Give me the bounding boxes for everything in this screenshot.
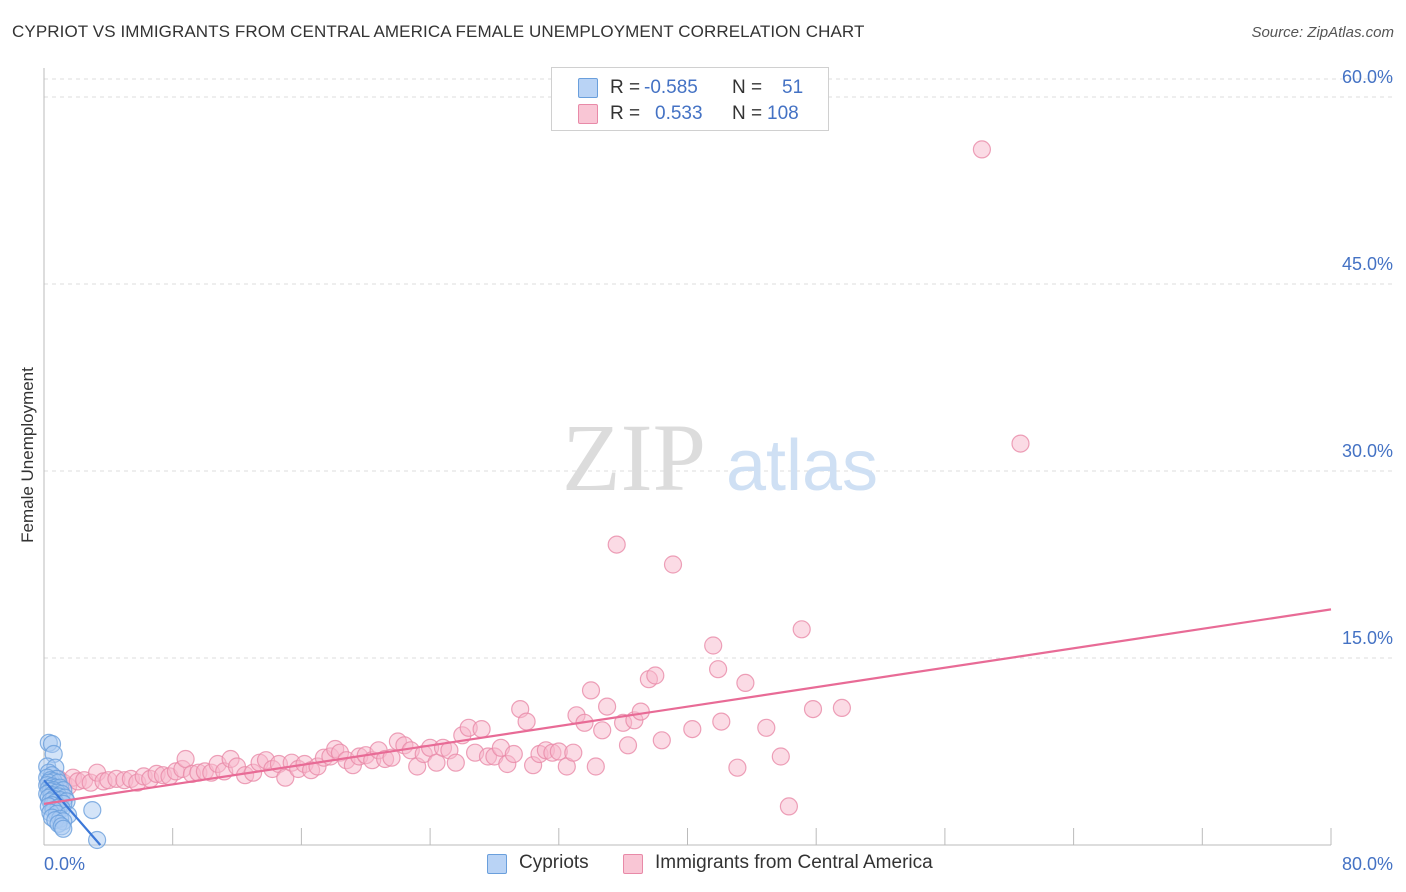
cypriots-swatch — [578, 78, 598, 98]
immigrants-point — [792, 620, 811, 639]
legend-r-label: R = — [610, 103, 641, 124]
legend-row-immigrants: R = 0.533 N = 108 — [552, 101, 828, 127]
legend-row-cypriots: R = -0.585 N = 51 — [552, 75, 828, 101]
watermark-atlas: atlas — [726, 426, 878, 506]
x-tick-label: 0.0% — [44, 854, 85, 874]
y-tick-label: 30.0% — [1342, 441, 1393, 461]
x-tick-label: 80.0% — [1342, 854, 1393, 874]
immigrants-point — [517, 712, 536, 731]
immigrants-point — [618, 736, 638, 755]
cypriots-legend-swatch — [487, 854, 507, 874]
immigrants-point — [736, 673, 755, 693]
immigrants-point — [683, 719, 702, 739]
immigrants-point — [276, 768, 295, 787]
immigrants-point — [652, 731, 671, 750]
cypriots-trend-line — [43, 779, 102, 846]
legend-r-value: 0.533 — [655, 103, 703, 124]
immigrants-point — [597, 697, 617, 716]
legend-n-value: 51 — [782, 77, 804, 98]
immigrants-legend-label: Immigrants from Central America — [655, 852, 933, 873]
immigrants-point — [593, 721, 612, 740]
immigrants-point — [504, 744, 523, 764]
legend-n-label: N = — [732, 77, 763, 98]
immigrants-trend-line — [43, 608, 1332, 805]
axes — [43, 68, 1332, 846]
immigrants-point — [1011, 434, 1030, 453]
y-tick-label: 60.0% — [1342, 67, 1393, 87]
immigrants-point — [832, 698, 852, 718]
data-points — [38, 140, 1030, 850]
gridlines — [44, 78, 1393, 659]
immigrants-point — [631, 702, 650, 721]
watermark: ZIP atlas — [562, 404, 878, 511]
immigrants-point — [712, 712, 731, 731]
immigrants-point — [382, 748, 401, 767]
chart-title: CYPRIOT VS IMMIGRANTS FROM CENTRAL AMERI… — [12, 22, 865, 41]
source-credit: Source: ZipAtlas.com — [1251, 24, 1394, 41]
cypriots-point — [54, 819, 73, 838]
immigrants-point — [646, 666, 665, 685]
legend-r-value: -0.585 — [644, 77, 698, 98]
legend-n-value: 108 — [767, 103, 799, 124]
immigrants-point — [708, 660, 728, 679]
immigrants-point — [757, 718, 776, 737]
immigrants-point — [803, 699, 823, 719]
immigrants-point — [607, 535, 626, 554]
immigrants-point — [564, 743, 583, 762]
immigrants-point — [728, 758, 747, 777]
immigrants-point — [472, 719, 491, 739]
y-tick-label: 15.0% — [1342, 628, 1393, 648]
correlation-legend: R = -0.585 N = 51 R = 0.533 N = 108 — [551, 67, 829, 131]
immigrants-point — [663, 555, 683, 574]
immigrants-legend-swatch — [623, 854, 643, 874]
immigrants-swatch — [578, 104, 598, 124]
cypriots-point — [83, 800, 102, 820]
immigrants-point — [704, 636, 723, 655]
cypriots-legend-label: Cypriots — [519, 852, 589, 873]
immigrants-point — [427, 753, 446, 772]
immigrants-point — [972, 140, 992, 159]
legend-n-label: N = — [732, 103, 763, 124]
legend-r-label: R = — [610, 77, 641, 98]
tick-labels: 15.0% 30.0% 45.0% 60.0% 0.0% 80.0% — [44, 67, 1393, 874]
immigrants-point — [586, 757, 605, 776]
watermark-zip: ZIP — [562, 404, 706, 511]
y-tick-label: 45.0% — [1342, 254, 1393, 274]
immigrants-point — [446, 753, 465, 772]
immigrants-point — [771, 747, 790, 766]
trend-lines — [43, 608, 1332, 846]
immigrants-point — [581, 681, 601, 700]
immigrants-point — [779, 797, 799, 816]
